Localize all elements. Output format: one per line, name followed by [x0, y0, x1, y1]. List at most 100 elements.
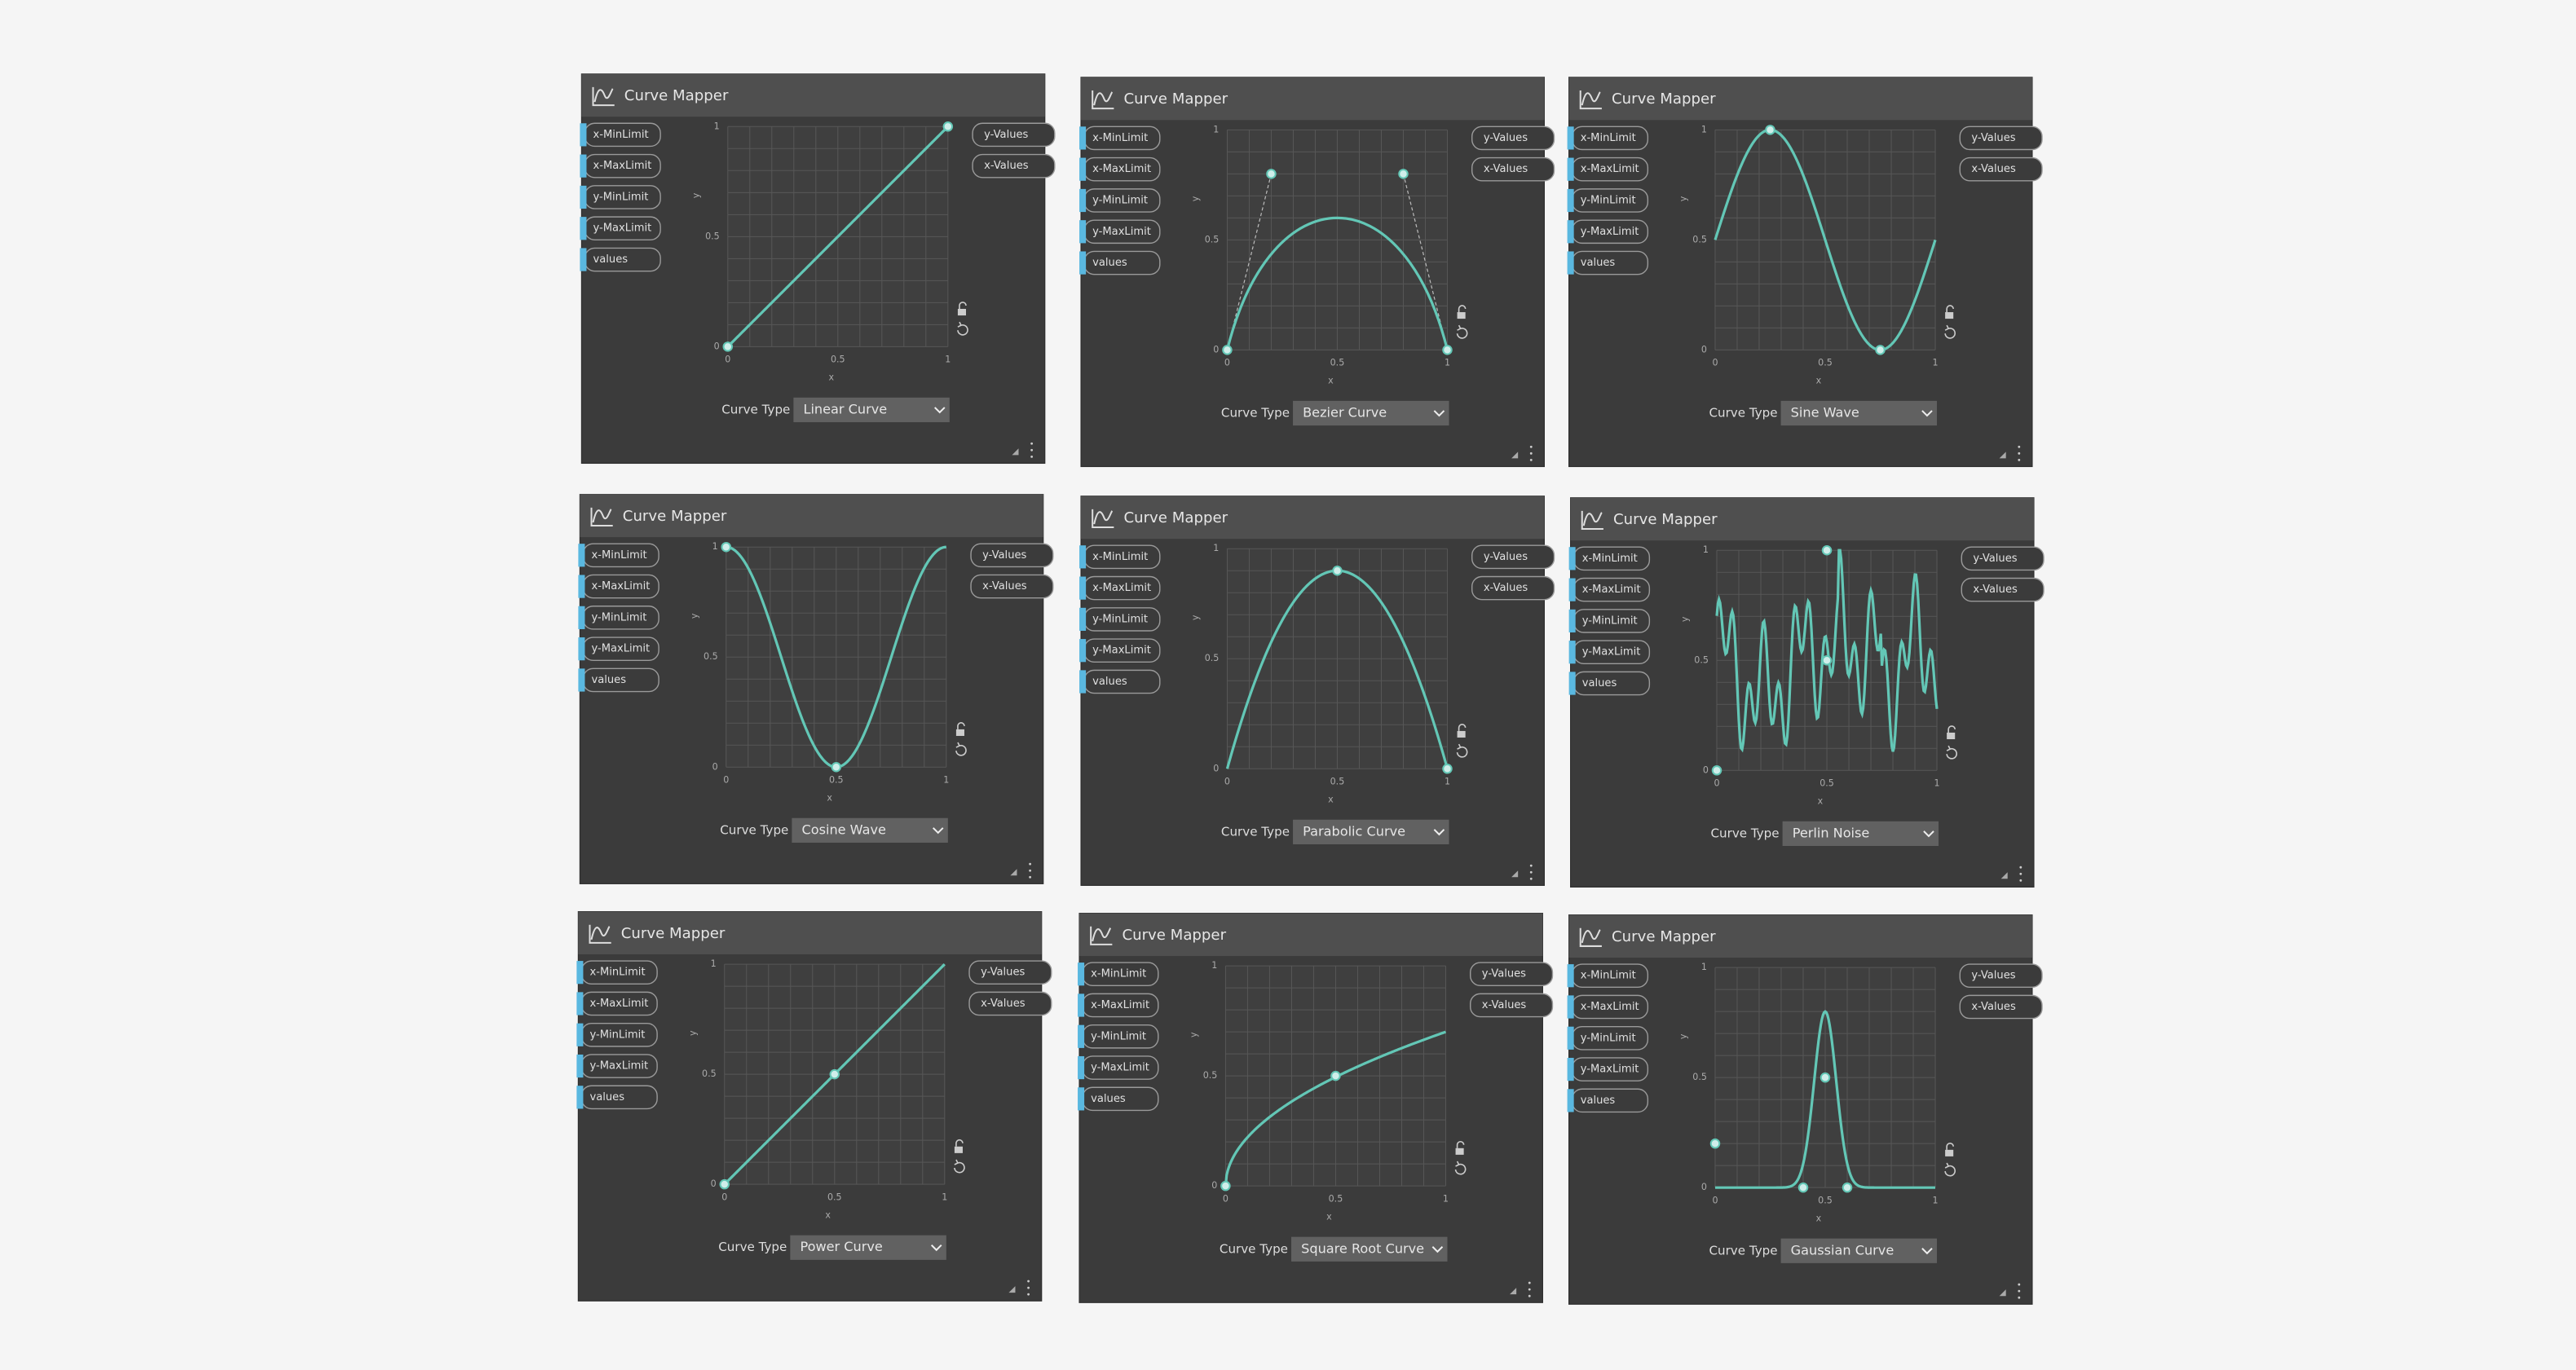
x-tick-label: 1 — [943, 774, 949, 785]
input-port-marker — [1079, 545, 1087, 569]
curve-type-value: Gaussian Curve — [1791, 1242, 1895, 1258]
output-port[interactable] — [970, 574, 1054, 599]
input-port-label: y-MaxLimit — [589, 1060, 648, 1073]
lock-icon[interactable] — [1457, 730, 1466, 738]
node-icon — [1092, 90, 1114, 110]
reset-icon[interactable] — [1454, 1161, 1467, 1175]
control-point[interactable] — [1797, 1182, 1809, 1193]
control-point[interactable] — [719, 1178, 730, 1190]
control-point[interactable] — [1220, 1180, 1231, 1192]
curve-type-dropdown[interactable] — [793, 397, 950, 423]
curve-mapper-node[interactable]: Curve Mapper x-MinLimit x-MaxLimit y-MinLim… — [1078, 913, 1554, 1303]
control-point[interactable] — [1332, 565, 1343, 576]
control-point[interactable] — [829, 1068, 840, 1080]
curve-type-dropdown[interactable] — [1782, 821, 1939, 846]
output-port[interactable] — [1959, 126, 2043, 151]
output-port[interactable] — [972, 153, 1056, 178]
lock-icon[interactable] — [1947, 732, 1956, 740]
control-point[interactable] — [1222, 345, 1233, 355]
reset-icon[interactable] — [1456, 743, 1468, 758]
node-icon — [592, 86, 615, 107]
menu-dot — [1030, 448, 1034, 452]
output-port[interactable] — [1961, 577, 2044, 602]
reset-icon[interactable] — [1946, 745, 1957, 760]
control-point[interactable] — [1330, 1070, 1341, 1081]
reset-icon[interactable] — [1944, 324, 1956, 339]
curve-mapper-node[interactable]: Curve Mapper x-MinLimit x-MaxLimit y-MinLim… — [1567, 77, 2043, 468]
curve-type-dropdown[interactable] — [1780, 400, 1938, 426]
output-port[interactable] — [1471, 544, 1555, 570]
lock-icon[interactable] — [955, 729, 964, 736]
lock-icon[interactable] — [1455, 1148, 1464, 1155]
reset-icon[interactable] — [1944, 1162, 1956, 1177]
input-port-label: y-MinLimit — [1581, 1032, 1636, 1044]
output-port[interactable] — [1471, 156, 1555, 182]
curve-type-dropdown[interactable] — [1293, 819, 1449, 844]
reset-icon[interactable] — [1456, 324, 1468, 339]
control-point[interactable] — [721, 541, 732, 553]
input-port-marker — [578, 575, 585, 598]
control-point[interactable] — [1765, 125, 1775, 135]
curve-mapper-node[interactable]: Curve Mapper x-MinLimit x-MaxLimit y-MinLim… — [1568, 497, 2044, 888]
control-point[interactable] — [831, 762, 842, 773]
control-point[interactable] — [1842, 1182, 1853, 1193]
curve-mapper-node[interactable]: Curve Mapper x-MinLimit x-MaxLimit y-MinLim… — [576, 911, 1052, 1302]
curve-mapper-node[interactable]: Curve Mapper x-MinLimit x-MaxLimit y-MinLim… — [580, 73, 1056, 465]
curve-type-dropdown[interactable] — [1293, 400, 1449, 426]
output-port[interactable] — [972, 122, 1056, 148]
output-port[interactable] — [1959, 994, 2043, 1020]
output-port[interactable] — [1961, 546, 2044, 571]
output-port[interactable] — [1471, 126, 1555, 151]
lock-icon[interactable] — [1945, 312, 1954, 319]
control-point[interactable] — [1442, 764, 1453, 774]
curve-mapper-node[interactable]: Curve Mapper x-MinLimit x-MaxLimit y-MinLim… — [1079, 77, 1555, 468]
control-point[interactable] — [1875, 345, 1886, 355]
x-tick-label: 1 — [1934, 778, 1940, 788]
curve-mapper-node[interactable]: Curve Mapper x-MinLimit x-MaxLimit y-MinLim… — [578, 494, 1054, 884]
reset-icon[interactable] — [955, 742, 967, 756]
lock-icon[interactable] — [1457, 312, 1466, 319]
curve-mapper-node[interactable]: Curve Mapper x-MinLimit x-MaxLimit y-MinLim… — [1567, 914, 2043, 1305]
control-point[interactable] — [1398, 169, 1409, 179]
control-point[interactable] — [1266, 169, 1277, 179]
output-port-label: x-Values — [1484, 163, 1528, 175]
control-point[interactable] — [1442, 345, 1453, 355]
curve-type-dropdown[interactable] — [1780, 1238, 1938, 1263]
output-port[interactable] — [1469, 993, 1554, 1018]
y-tick-label: 1 — [711, 958, 717, 969]
output-port[interactable] — [970, 543, 1054, 568]
control-point[interactable] — [1711, 765, 1722, 776]
lock-shackle — [1946, 1142, 1955, 1150]
output-port[interactable] — [1959, 963, 2043, 989]
reset-icon[interactable] — [957, 321, 968, 336]
lock-icon[interactable] — [957, 308, 966, 316]
y-tick-label: 0.5 — [1692, 234, 1707, 244]
x-tick-label: 0.5 — [1818, 358, 1833, 368]
lock-icon[interactable] — [954, 1146, 963, 1153]
control-point[interactable] — [942, 121, 954, 132]
reset-icon[interactable] — [954, 1159, 965, 1174]
control-point[interactable] — [1821, 544, 1833, 556]
output-port[interactable] — [1469, 962, 1554, 987]
control-point[interactable] — [1821, 655, 1833, 666]
curve-mapper-node[interactable]: Curve Mapper x-MinLimit x-MaxLimit y-MinLim… — [1079, 496, 1555, 886]
control-point[interactable] — [1709, 1138, 1721, 1149]
output-port[interactable] — [1959, 156, 2043, 182]
input-port-label: x-MaxLimit — [1581, 163, 1639, 175]
lock-icon[interactable] — [1945, 1149, 1954, 1156]
output-port[interactable] — [968, 991, 1052, 1016]
input-port-marker — [1079, 607, 1087, 631]
curve-type-dropdown[interactable] — [790, 1235, 946, 1260]
curve — [1225, 216, 1449, 350]
control-point[interactable] — [1820, 1072, 1831, 1083]
x-tick-label: 0.5 — [1329, 1193, 1343, 1204]
output-port[interactable] — [1471, 575, 1555, 601]
node-icon — [1579, 90, 1602, 110]
y-tick-label: 0 — [712, 761, 718, 772]
input-port-label: y-MinLimit — [593, 191, 649, 203]
curve-type-dropdown[interactable] — [1291, 1236, 1448, 1262]
input-port-label: y-MinLimit — [1582, 615, 1638, 627]
output-port[interactable] — [968, 960, 1052, 985]
curve-type-dropdown[interactable] — [792, 817, 948, 843]
control-point[interactable] — [722, 341, 734, 352]
